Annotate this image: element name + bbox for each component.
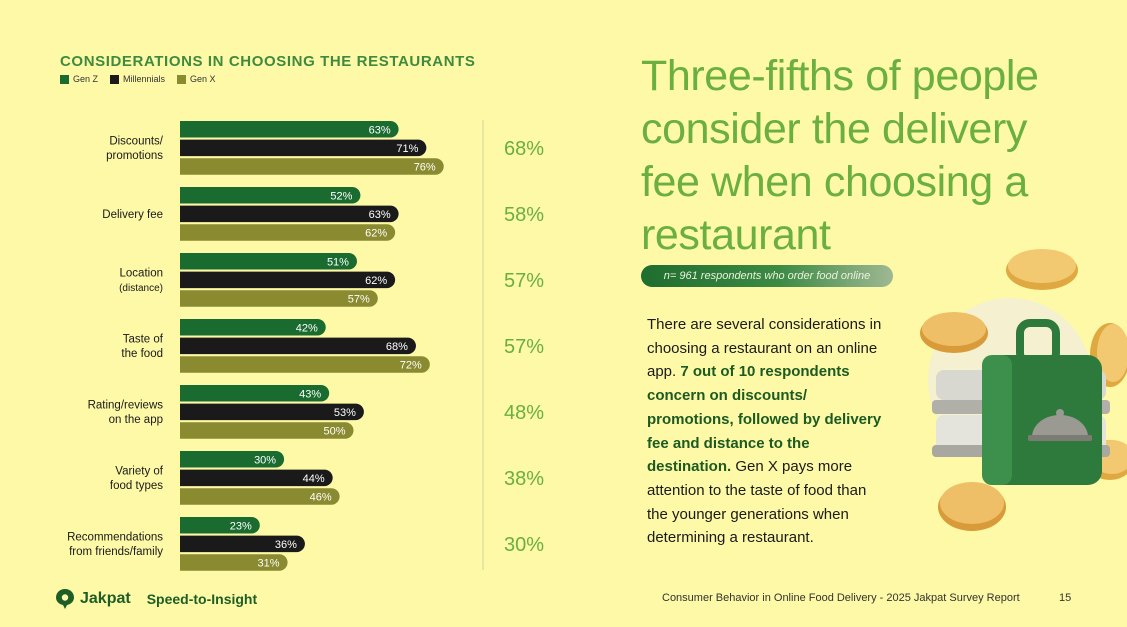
category-label: Variety of: [115, 466, 164, 478]
footer-tagline: Speed-to-Insight: [146, 591, 258, 607]
bar-gen-z: [180, 517, 260, 534]
category-label: Recommendations: [67, 532, 163, 544]
legend-item-gen-x: Gen X: [177, 74, 216, 84]
total-value: 30%: [504, 534, 544, 556]
bar-value-label: 71%: [396, 143, 418, 155]
bar-gen-z: [180, 385, 330, 402]
legend-swatch: [60, 74, 69, 84]
bar-value-label: 43%: [299, 388, 321, 400]
body-highlight: 7 out of 10 respondents concern on disco…: [647, 363, 882, 476]
legend-swatch: [110, 74, 120, 84]
chart-legend: Gen Z Millennials Gen X: [60, 74, 216, 84]
category-label: Taste of: [123, 334, 164, 346]
legend-item-gen-z: Gen Z: [60, 74, 98, 84]
bar-millennials: [180, 403, 364, 421]
bar-value-label: 62%: [365, 227, 387, 239]
bar-value-label: 36%: [275, 539, 297, 551]
jakpat-logo-icon: [56, 589, 74, 609]
bar-value-label: 23%: [230, 520, 252, 532]
body-conclusion: Gen X pays more attention to the taste o…: [647, 458, 867, 547]
bar-value-label: 76%: [414, 161, 436, 173]
category-label: the food: [121, 348, 163, 360]
page-number: 15: [1059, 592, 1072, 604]
category-label: Discounts/: [109, 136, 163, 148]
bar-gen-z: [180, 253, 357, 270]
legend-item-millennials: Millennials: [110, 74, 165, 84]
total-value: 68%: [504, 138, 544, 160]
body-intro: There are several considerations in choo…: [647, 316, 882, 381]
bar-millennials: [180, 469, 333, 487]
bar-millennials: [180, 205, 399, 223]
bar-gen-z: [180, 121, 399, 138]
bar-value-label: 46%: [310, 491, 332, 503]
bar-gen-x: [180, 422, 354, 439]
category-label: Location: [120, 268, 163, 280]
total-value: 57%: [504, 270, 544, 292]
bar-millennials: [180, 139, 427, 157]
legend-label: Millennials: [123, 74, 166, 84]
bar-value-label: 62%: [365, 275, 387, 287]
bar-value-label: 30%: [254, 454, 276, 466]
bar-value-label: 52%: [330, 190, 352, 202]
footer-logo: Jakpat Speed-to-Insight: [56, 589, 257, 609]
bar-value-label: 57%: [348, 293, 370, 305]
total-value: 48%: [504, 402, 544, 424]
food-delivery-bag-icon: [920, 249, 1127, 531]
bar-value-label: 68%: [386, 341, 408, 353]
legend-label: Gen Z: [73, 74, 99, 84]
category-label: from friends/family: [69, 546, 163, 558]
total-value: 38%: [504, 468, 544, 490]
bar-gen-z: [180, 187, 361, 204]
category-label: (distance): [119, 283, 163, 294]
bar-value-label: 72%: [400, 359, 422, 371]
footer-brand: Jakpat: [80, 590, 131, 607]
bar-gen-x: [180, 356, 430, 373]
total-value: 57%: [504, 336, 544, 358]
bar-millennials: [180, 271, 396, 289]
bar-value-label: 51%: [327, 256, 349, 268]
total-value: 58%: [504, 204, 544, 226]
bar-gen-z: [180, 319, 326, 336]
coin-icon: [920, 312, 988, 353]
chart-title: CONSIDERATIONS IN CHOOSING THE RESTAURAN…: [60, 53, 476, 70]
bar-gen-z: [180, 451, 285, 468]
bar-chart: Discounts/promotions 63% 71% 76% 68% Delivery…: [67, 120, 544, 571]
body-text: There are several considerations in choo…: [647, 313, 887, 550]
bar-gen-x: [180, 158, 444, 175]
bar-gen-x: [180, 488, 340, 505]
legend-swatch: [177, 74, 187, 84]
bar-value-label: 63%: [369, 124, 391, 136]
headline: Three-fifths of people consider the deli…: [641, 52, 1039, 259]
bar-gen-x: [180, 290, 378, 307]
coin-icon: [1006, 249, 1078, 290]
category-label: on the app: [109, 414, 163, 426]
coin-icon: [938, 482, 1006, 531]
bar-value-label: 42%: [296, 322, 318, 334]
legend-label: Gen X: [190, 74, 216, 84]
category-label: promotions: [106, 150, 163, 162]
bar-value-label: 44%: [303, 473, 325, 485]
footer-report-title: Consumer Behavior in Online Food Deliver…: [662, 592, 1020, 604]
bar-millennials: [180, 337, 416, 355]
bar-value-label: 53%: [334, 407, 356, 419]
bar-value-label: 63%: [369, 209, 391, 221]
category-label: food types: [110, 480, 163, 492]
bar-gen-x: [180, 224, 396, 241]
bar-value-label: 50%: [323, 425, 345, 437]
category-label: Rating/reviews: [88, 400, 164, 412]
bar-millennials: [180, 535, 305, 553]
sample-note: n= 961 respondents who order food online: [641, 265, 893, 287]
category-label: Delivery fee: [102, 209, 163, 221]
bar-gen-x: [180, 554, 288, 571]
bar-value-label: 31%: [258, 557, 280, 569]
